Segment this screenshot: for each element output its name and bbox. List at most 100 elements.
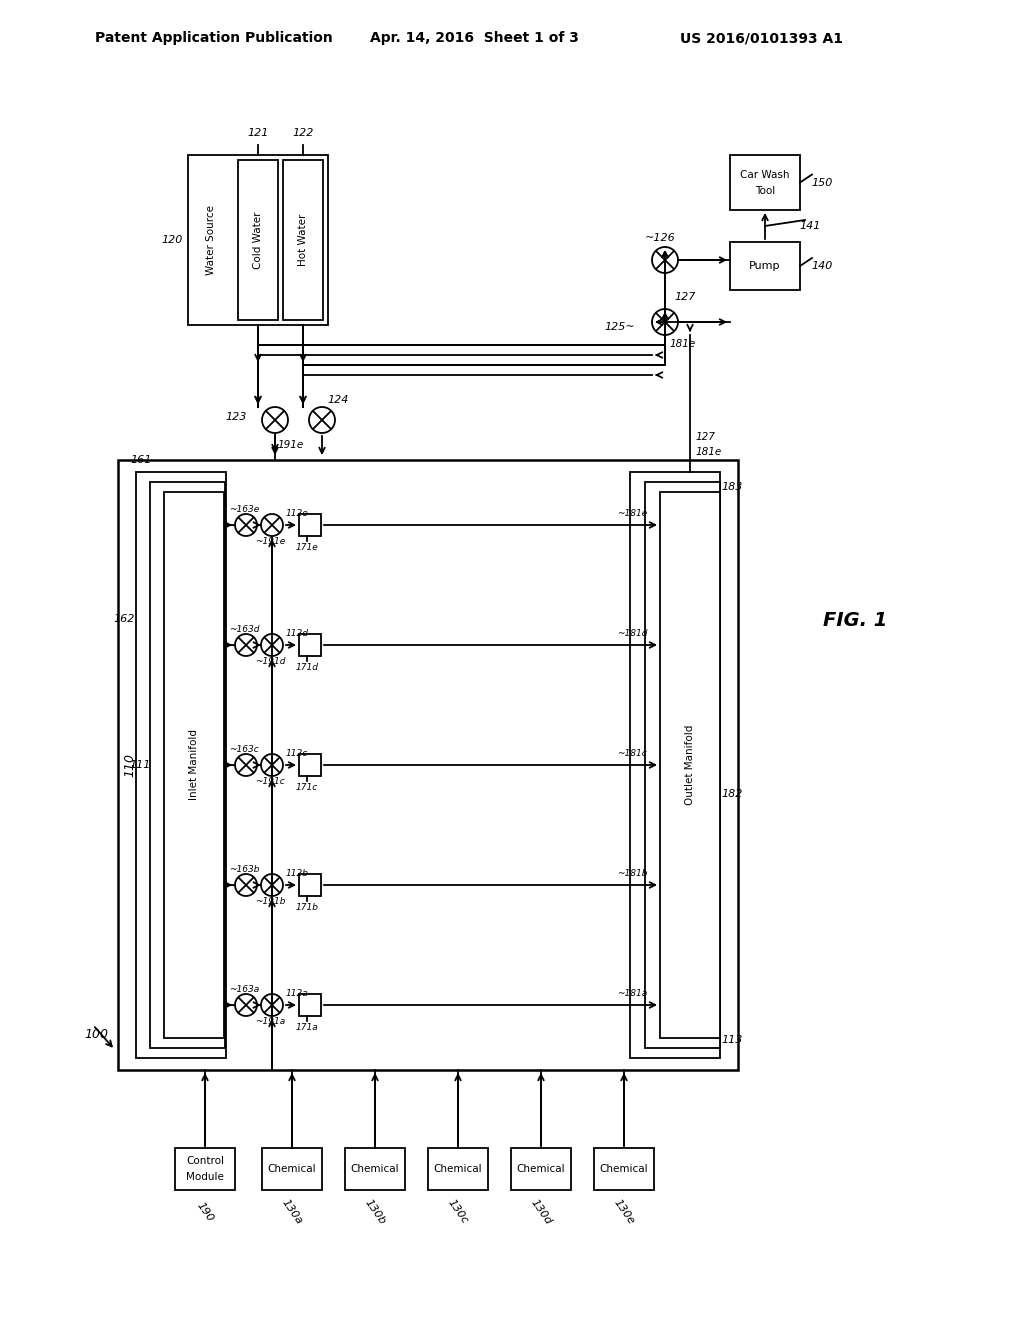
Bar (188, 154, 328, 325)
Text: 171d: 171d (296, 664, 318, 672)
Circle shape (652, 309, 678, 335)
Text: Outlet Manifold: Outlet Manifold (685, 725, 695, 805)
Circle shape (234, 994, 257, 1016)
Bar (645, 482, 720, 1048)
Circle shape (261, 874, 283, 896)
Bar (283, 160, 323, 319)
Text: ~163c: ~163c (229, 744, 259, 754)
Text: Chemical: Chemical (517, 1164, 565, 1173)
Circle shape (234, 634, 257, 656)
Circle shape (234, 874, 257, 896)
Text: Inlet Manifold: Inlet Manifold (189, 730, 199, 800)
Text: ~191e: ~191e (255, 536, 285, 545)
Bar (594, 1148, 654, 1191)
Text: ~181c: ~181c (617, 748, 647, 758)
Circle shape (309, 407, 335, 433)
Text: 121: 121 (248, 128, 268, 139)
Circle shape (261, 634, 283, 656)
Text: 140: 140 (811, 261, 833, 271)
Text: 110: 110 (124, 752, 136, 777)
Text: 182: 182 (721, 789, 742, 800)
Text: 130c: 130c (446, 1197, 470, 1226)
Text: 100: 100 (84, 1028, 108, 1041)
Bar (660, 492, 720, 1038)
Text: 113: 113 (721, 1035, 742, 1045)
Text: US 2016/0101393 A1: US 2016/0101393 A1 (680, 30, 843, 45)
Bar (118, 459, 738, 1071)
Text: 120: 120 (162, 235, 183, 246)
Text: 112e: 112e (286, 508, 309, 517)
Bar (299, 994, 321, 1016)
Bar (299, 513, 321, 536)
Text: 190: 190 (195, 1200, 215, 1224)
Text: ~191d: ~191d (255, 656, 286, 665)
Text: 183: 183 (721, 482, 742, 492)
Circle shape (261, 513, 283, 536)
Text: 112d: 112d (286, 628, 309, 638)
Bar (299, 754, 321, 776)
Circle shape (234, 754, 257, 776)
Text: Chemical: Chemical (434, 1164, 482, 1173)
Text: 181e: 181e (695, 447, 721, 457)
Text: 181e: 181e (670, 339, 696, 348)
Bar (299, 874, 321, 896)
Text: Patent Application Publication: Patent Application Publication (95, 30, 333, 45)
Circle shape (261, 754, 283, 776)
Bar (299, 634, 321, 656)
Text: ~181e: ~181e (616, 508, 647, 517)
Text: 141: 141 (800, 220, 820, 231)
Text: 171c: 171c (296, 784, 318, 792)
Text: Chemical: Chemical (267, 1164, 316, 1173)
Text: 130a: 130a (280, 1197, 304, 1226)
Text: ~163e: ~163e (229, 504, 259, 513)
Text: ~191a: ~191a (255, 1016, 285, 1026)
Text: ~181a: ~181a (616, 989, 647, 998)
Text: Cold Water: Cold Water (253, 211, 263, 269)
Text: Chemical: Chemical (600, 1164, 648, 1173)
Bar (238, 160, 278, 319)
Text: 124: 124 (327, 395, 348, 405)
Text: 171e: 171e (296, 544, 318, 553)
Bar (164, 492, 224, 1038)
Text: Water Source: Water Source (206, 205, 216, 275)
Text: 171b: 171b (296, 903, 318, 912)
Text: 127: 127 (695, 432, 715, 442)
Circle shape (262, 407, 288, 433)
Text: 111: 111 (129, 760, 151, 770)
Text: Hot Water: Hot Water (298, 214, 308, 267)
Text: ~191c: ~191c (255, 776, 285, 785)
Bar (428, 1148, 488, 1191)
Text: 112b: 112b (286, 869, 309, 878)
Text: 162: 162 (114, 614, 135, 623)
Bar (136, 473, 226, 1059)
Bar (345, 1148, 406, 1191)
Text: 130e: 130e (611, 1197, 636, 1226)
Circle shape (234, 513, 257, 536)
Text: Tool: Tool (755, 186, 775, 195)
Text: Apr. 14, 2016  Sheet 1 of 3: Apr. 14, 2016 Sheet 1 of 3 (370, 30, 579, 45)
Bar (262, 1148, 322, 1191)
Text: ~126: ~126 (645, 234, 676, 243)
Text: 125~: 125~ (604, 322, 635, 333)
Text: ~191b: ~191b (255, 896, 286, 906)
Text: Control: Control (186, 1156, 224, 1166)
Bar (150, 482, 225, 1048)
Bar (730, 154, 800, 210)
Bar (175, 1148, 234, 1191)
Text: 171a: 171a (296, 1023, 318, 1032)
Text: 112a: 112a (286, 989, 309, 998)
Text: Chemical: Chemical (350, 1164, 399, 1173)
Circle shape (652, 247, 678, 273)
Text: ~163a: ~163a (229, 985, 259, 994)
Text: ~181d: ~181d (616, 628, 647, 638)
Text: ~163b: ~163b (228, 865, 259, 874)
Text: 191e: 191e (278, 440, 303, 450)
Text: 122: 122 (292, 128, 313, 139)
Text: 150: 150 (811, 177, 833, 187)
Text: ~163d: ~163d (228, 624, 259, 634)
Text: 112c: 112c (286, 748, 308, 758)
Text: 161: 161 (130, 455, 152, 465)
Text: 130d: 130d (528, 1197, 553, 1226)
Bar (511, 1148, 571, 1191)
Text: Car Wash: Car Wash (740, 169, 790, 180)
